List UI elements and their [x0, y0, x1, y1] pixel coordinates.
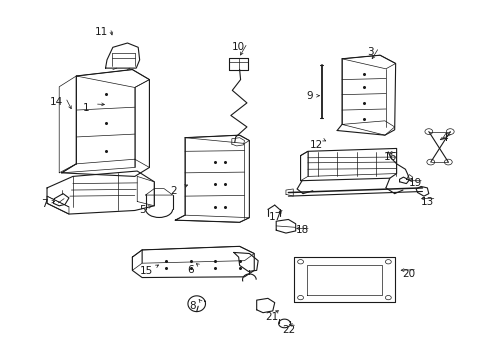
Text: 21: 21	[265, 312, 278, 322]
Text: 17: 17	[268, 212, 282, 221]
Text: 15: 15	[139, 266, 152, 276]
Text: 4: 4	[440, 133, 447, 143]
Text: 20: 20	[401, 269, 414, 279]
Text: 2: 2	[170, 186, 177, 197]
Text: 5: 5	[139, 206, 145, 216]
Text: 7: 7	[41, 199, 48, 210]
Text: 9: 9	[306, 91, 312, 101]
Text: 19: 19	[407, 178, 421, 188]
Text: 8: 8	[189, 301, 195, 311]
Text: 16: 16	[384, 152, 397, 162]
Text: 6: 6	[187, 265, 194, 275]
Text: 13: 13	[420, 197, 433, 207]
Text: 22: 22	[281, 325, 294, 335]
Text: 10: 10	[232, 42, 244, 52]
Text: 14: 14	[50, 97, 63, 107]
Text: 18: 18	[295, 225, 308, 235]
Text: 1: 1	[82, 103, 89, 113]
Text: 11: 11	[95, 27, 108, 37]
Text: 3: 3	[366, 46, 373, 57]
Text: 12: 12	[309, 140, 322, 150]
